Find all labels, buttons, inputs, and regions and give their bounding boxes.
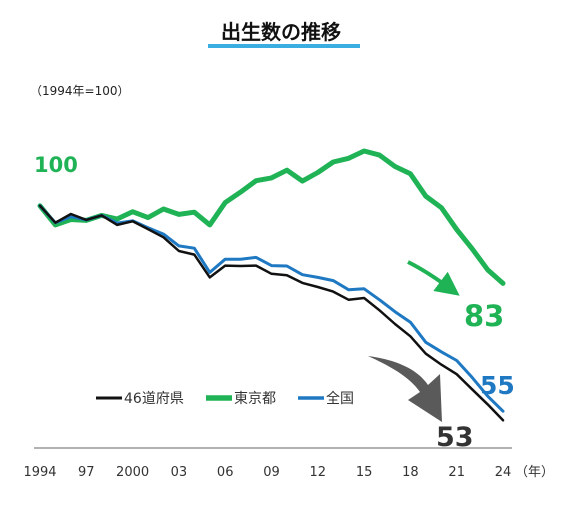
x-tick-label: 97	[78, 465, 95, 480]
series-line	[37, 148, 506, 286]
prefectures-arrow	[368, 356, 442, 422]
x-axis-unit: （年）	[515, 465, 554, 480]
x-tick-label: 24	[495, 465, 512, 480]
legend-label: 全国	[326, 390, 354, 407]
legend-label: 46道府県	[124, 391, 184, 407]
series-line	[38, 204, 505, 422]
legend: 46道府県 東京都 全国	[96, 390, 354, 407]
x-tick-labels: 1994 97 2000 03 06 09 12 15 18 21 24	[23, 465, 511, 480]
x-tick-label: 1994	[23, 465, 56, 480]
x-tick-label: 06	[217, 465, 234, 480]
chart-title: 出生数の推移	[221, 20, 341, 44]
base-year-note: （1994年=100）	[30, 84, 130, 98]
x-tick-label: 12	[310, 465, 327, 480]
tokyo-arrow	[407, 260, 460, 296]
end-value-label: 53	[436, 422, 474, 453]
x-tick-label: 15	[356, 465, 373, 480]
end-value-label: 83	[464, 299, 504, 333]
series-line	[38, 204, 505, 413]
x-tick-label: 21	[448, 465, 465, 480]
end-value-label: 55	[480, 371, 515, 400]
x-tick-label: 03	[171, 465, 188, 480]
x-tick-label: 2000	[116, 465, 149, 480]
x-tick-label: 09	[263, 465, 280, 480]
start-value-label: 100	[34, 153, 78, 177]
x-tick-label: 18	[402, 465, 419, 480]
legend-label: 東京都	[234, 391, 276, 407]
series-lines	[37, 148, 506, 422]
title-underline	[208, 44, 360, 48]
